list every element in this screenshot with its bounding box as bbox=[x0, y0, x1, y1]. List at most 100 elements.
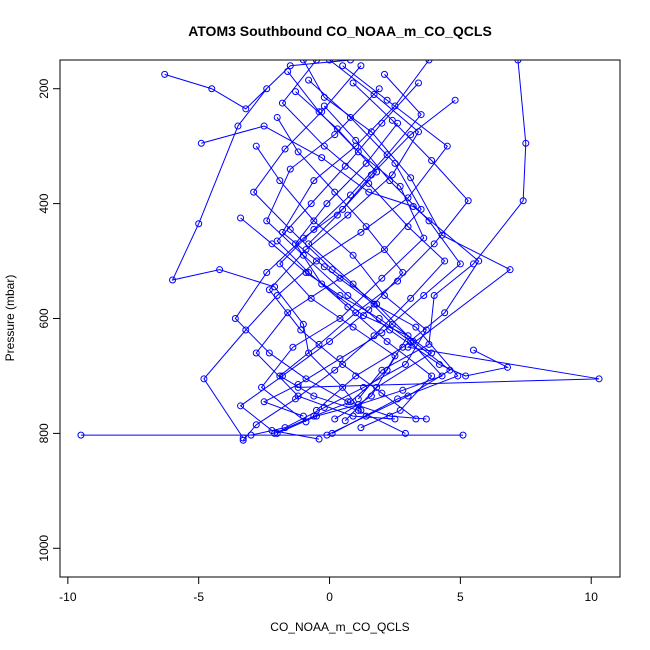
data-point bbox=[242, 105, 250, 113]
series-10 bbox=[278, 60, 462, 437]
data-point bbox=[595, 375, 603, 383]
data-point bbox=[284, 309, 292, 317]
data-point bbox=[357, 228, 365, 236]
data-point bbox=[231, 315, 239, 322]
data-point bbox=[404, 392, 412, 400]
chart-title: ATOM3 Southbound CO_NOAA_m_CO_QCLS bbox=[188, 23, 492, 39]
data-point bbox=[386, 412, 394, 420]
data-point bbox=[417, 111, 425, 119]
data-point bbox=[263, 85, 271, 93]
data-point bbox=[299, 412, 307, 420]
data-point bbox=[320, 263, 328, 271]
data-point bbox=[307, 294, 315, 302]
data-point bbox=[286, 225, 294, 233]
data-point bbox=[383, 96, 391, 104]
data-point bbox=[299, 234, 307, 242]
data-point bbox=[514, 60, 522, 64]
data-point bbox=[349, 251, 357, 259]
data-point bbox=[346, 113, 354, 121]
data-point bbox=[284, 67, 292, 75]
data-point bbox=[404, 332, 412, 340]
data-point bbox=[197, 139, 205, 147]
data-point bbox=[365, 188, 373, 196]
data-point bbox=[302, 246, 310, 254]
series-line bbox=[201, 125, 480, 411]
data-point bbox=[216, 266, 224, 274]
data-point bbox=[451, 96, 459, 104]
data-point bbox=[339, 360, 347, 368]
data-point bbox=[195, 220, 203, 228]
series-line bbox=[281, 60, 459, 434]
data-point bbox=[430, 240, 438, 248]
data-point bbox=[383, 337, 391, 345]
data-point bbox=[344, 292, 352, 300]
series-line bbox=[250, 145, 428, 436]
data-point bbox=[362, 223, 370, 231]
series-line bbox=[307, 99, 456, 422]
data-point bbox=[380, 246, 388, 254]
data-point bbox=[336, 355, 344, 363]
data-point bbox=[346, 191, 354, 199]
data-point bbox=[326, 337, 334, 345]
data-point bbox=[331, 131, 339, 139]
data-point bbox=[459, 431, 467, 439]
data-point bbox=[391, 159, 399, 167]
data-point bbox=[315, 435, 323, 443]
series-line bbox=[274, 122, 409, 434]
series-line bbox=[262, 105, 462, 417]
data-point bbox=[378, 366, 386, 374]
data-point bbox=[462, 372, 470, 380]
data-point bbox=[265, 349, 273, 357]
data-point bbox=[407, 294, 415, 302]
data-point bbox=[388, 320, 396, 328]
data-point bbox=[394, 395, 402, 403]
data-point bbox=[312, 412, 320, 420]
data-point bbox=[388, 171, 396, 179]
data-point bbox=[299, 320, 307, 328]
data-point bbox=[320, 404, 328, 412]
data-point bbox=[336, 292, 344, 300]
y-tick-label: 800 bbox=[37, 423, 51, 443]
data-point bbox=[169, 276, 177, 284]
data-point bbox=[409, 202, 417, 210]
data-point bbox=[428, 372, 436, 380]
series-21 bbox=[276, 70, 425, 423]
series-18 bbox=[260, 102, 464, 420]
data-point bbox=[375, 315, 383, 322]
data-point bbox=[373, 300, 381, 308]
data-point bbox=[404, 223, 412, 231]
data-point bbox=[302, 375, 310, 383]
x-tick-label: 5 bbox=[457, 590, 464, 604]
data-point bbox=[257, 383, 265, 391]
series-22 bbox=[231, 88, 430, 423]
data-point bbox=[237, 214, 245, 222]
series-line bbox=[279, 74, 422, 420]
data-point bbox=[77, 431, 85, 439]
data-point bbox=[394, 277, 402, 285]
data-point bbox=[391, 352, 399, 360]
data-point bbox=[260, 398, 268, 406]
data-point bbox=[265, 286, 273, 294]
data-point bbox=[242, 326, 250, 334]
data-point bbox=[326, 60, 334, 64]
data-point bbox=[281, 424, 289, 432]
data-point bbox=[360, 383, 368, 391]
data-point bbox=[396, 406, 404, 414]
series-line bbox=[171, 88, 362, 411]
data-point bbox=[336, 315, 344, 322]
data-point bbox=[310, 177, 318, 185]
series-19 bbox=[250, 62, 454, 439]
data-point bbox=[469, 346, 477, 354]
series-line bbox=[234, 91, 427, 420]
data-point bbox=[401, 429, 409, 437]
data-point bbox=[378, 389, 386, 397]
data-point bbox=[268, 240, 276, 248]
series-line bbox=[266, 88, 509, 377]
y-tick-label: 1000 bbox=[37, 535, 51, 562]
data-point bbox=[464, 197, 472, 205]
data-point bbox=[323, 431, 331, 439]
data-point bbox=[331, 366, 339, 374]
data-point bbox=[383, 366, 391, 374]
data-point bbox=[331, 415, 339, 423]
data-point bbox=[318, 154, 326, 162]
